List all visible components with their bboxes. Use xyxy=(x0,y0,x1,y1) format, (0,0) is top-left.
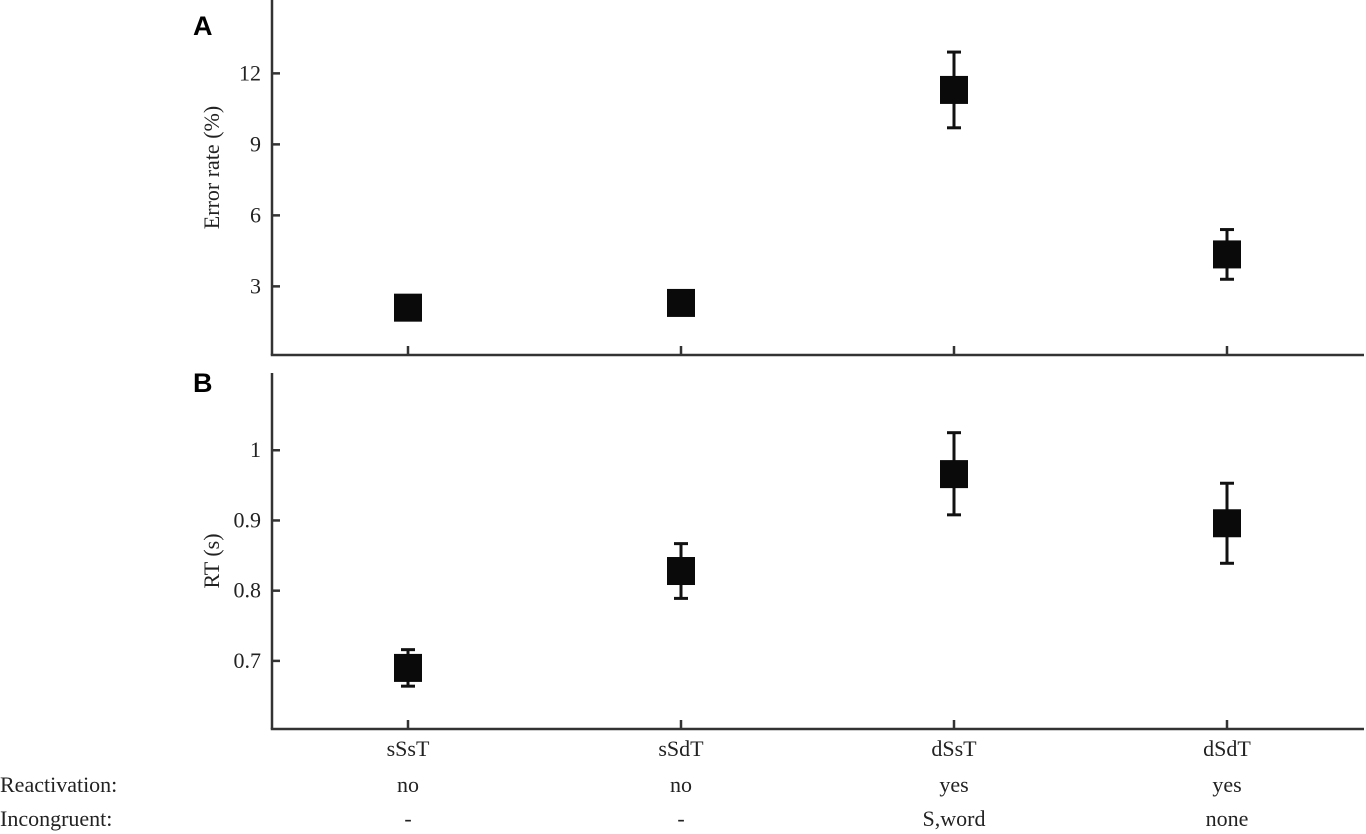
y-tick-label: 9 xyxy=(250,131,261,156)
data-point-b-sSdT xyxy=(667,557,695,586)
y-axis-label: Error rate (%) xyxy=(199,106,224,229)
data-point-b-dSdT xyxy=(1213,509,1241,538)
row-label-reactivation: Reactivation: xyxy=(0,772,117,797)
row-value: yes xyxy=(939,772,968,797)
row-value: none xyxy=(1206,806,1249,831)
x-tick-label-dSsT: dSsT xyxy=(931,736,977,761)
y-tick-label: 0.8 xyxy=(234,578,262,603)
y-tick-label: 3 xyxy=(250,273,261,298)
data-point-a-dSsT xyxy=(940,75,968,104)
data-point-a-sSsT xyxy=(394,293,422,322)
data-point-a-dSdT xyxy=(1213,240,1241,269)
data-point-b-sSsT xyxy=(394,653,422,682)
y-tick-label: 12 xyxy=(239,60,261,85)
panel-letter-b: B xyxy=(193,368,213,398)
data-point-a-sSdT xyxy=(667,288,695,317)
panel-letter-a: A xyxy=(193,11,213,41)
y-tick-label: 1 xyxy=(250,437,261,462)
y-axis-label: RT (s) xyxy=(199,533,224,588)
data-point-b-dSsT xyxy=(940,460,968,489)
y-tick-label: 0.7 xyxy=(234,648,262,673)
x-tick-label-sSdT: sSdT xyxy=(658,736,704,761)
x-tick-label-dSdT: dSdT xyxy=(1203,736,1251,761)
row-value: no xyxy=(397,772,419,797)
y-tick-label: 0.9 xyxy=(234,507,262,532)
row-value: no xyxy=(670,772,692,797)
row-value: S,word xyxy=(923,806,986,831)
row-label-incongruent: Incongruent: xyxy=(0,806,112,831)
x-tick-label-sSsT: sSsT xyxy=(387,736,430,761)
row-value: yes xyxy=(1212,772,1241,797)
row-value: - xyxy=(404,806,411,831)
y-tick-label: 6 xyxy=(250,202,261,227)
row-value: - xyxy=(677,806,684,831)
